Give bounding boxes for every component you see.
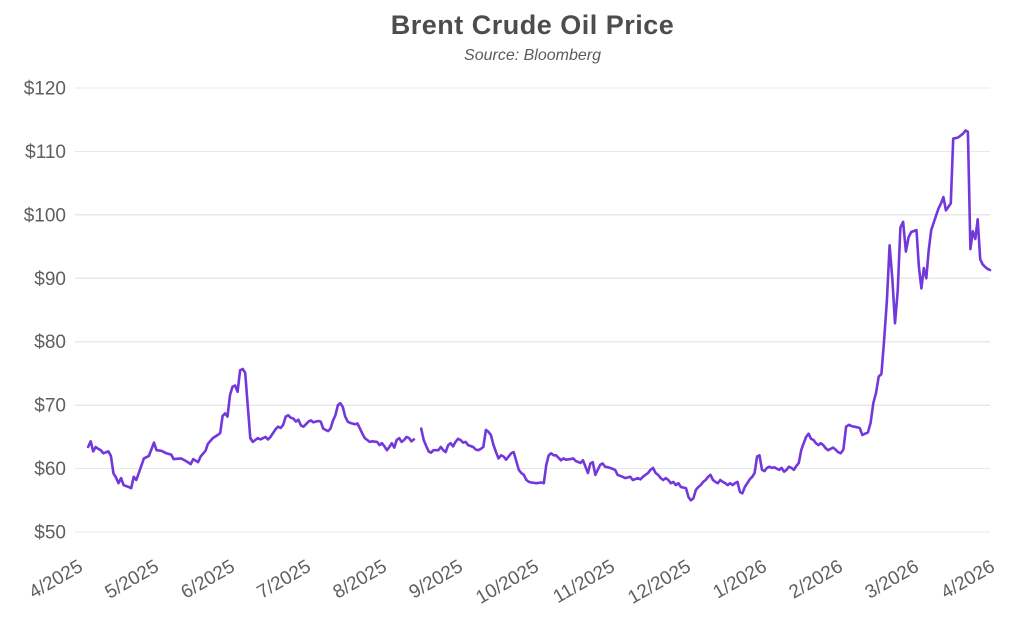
x-tick-label: 1/2026	[710, 556, 771, 603]
x-tick-label: 4/2025	[26, 556, 87, 603]
x-tick-label: 6/2025	[178, 556, 239, 603]
y-tick-label: $110	[25, 142, 66, 163]
x-tick-label: 3/2026	[862, 556, 923, 603]
x-tick-label: 4/2026	[938, 556, 999, 603]
price-line-segment	[419, 129, 992, 502]
x-tick-label: 10/2025	[473, 556, 543, 609]
chart-title: Brent Crude Oil Price	[390, 10, 675, 40]
x-tick-label: 5/2025	[102, 556, 163, 603]
y-tick-label: $120	[24, 79, 66, 100]
y-tick-label: $50	[34, 523, 66, 544]
chart-header: Brent Crude Oil Price Source: Bloomberg	[75, 10, 990, 65]
y-tick-label: $80	[34, 332, 66, 353]
x-tick-label: 2/2026	[786, 556, 847, 603]
y-tick-label: $90	[34, 269, 66, 290]
x-tick-label: 7/2025	[254, 556, 315, 603]
y-tick-label: $100	[24, 205, 66, 226]
x-tick-label: 9/2025	[406, 556, 467, 603]
x-tick-label: 8/2025	[330, 556, 391, 603]
y-tick-label: $60	[34, 459, 66, 480]
price-line-segment	[86, 367, 416, 490]
y-tick-label: $70	[34, 396, 66, 417]
x-tick-label: 12/2025	[625, 556, 695, 609]
x-tick-label: 11/2025	[550, 556, 619, 608]
chart-subtitle: Source: Bloomberg	[464, 47, 601, 64]
